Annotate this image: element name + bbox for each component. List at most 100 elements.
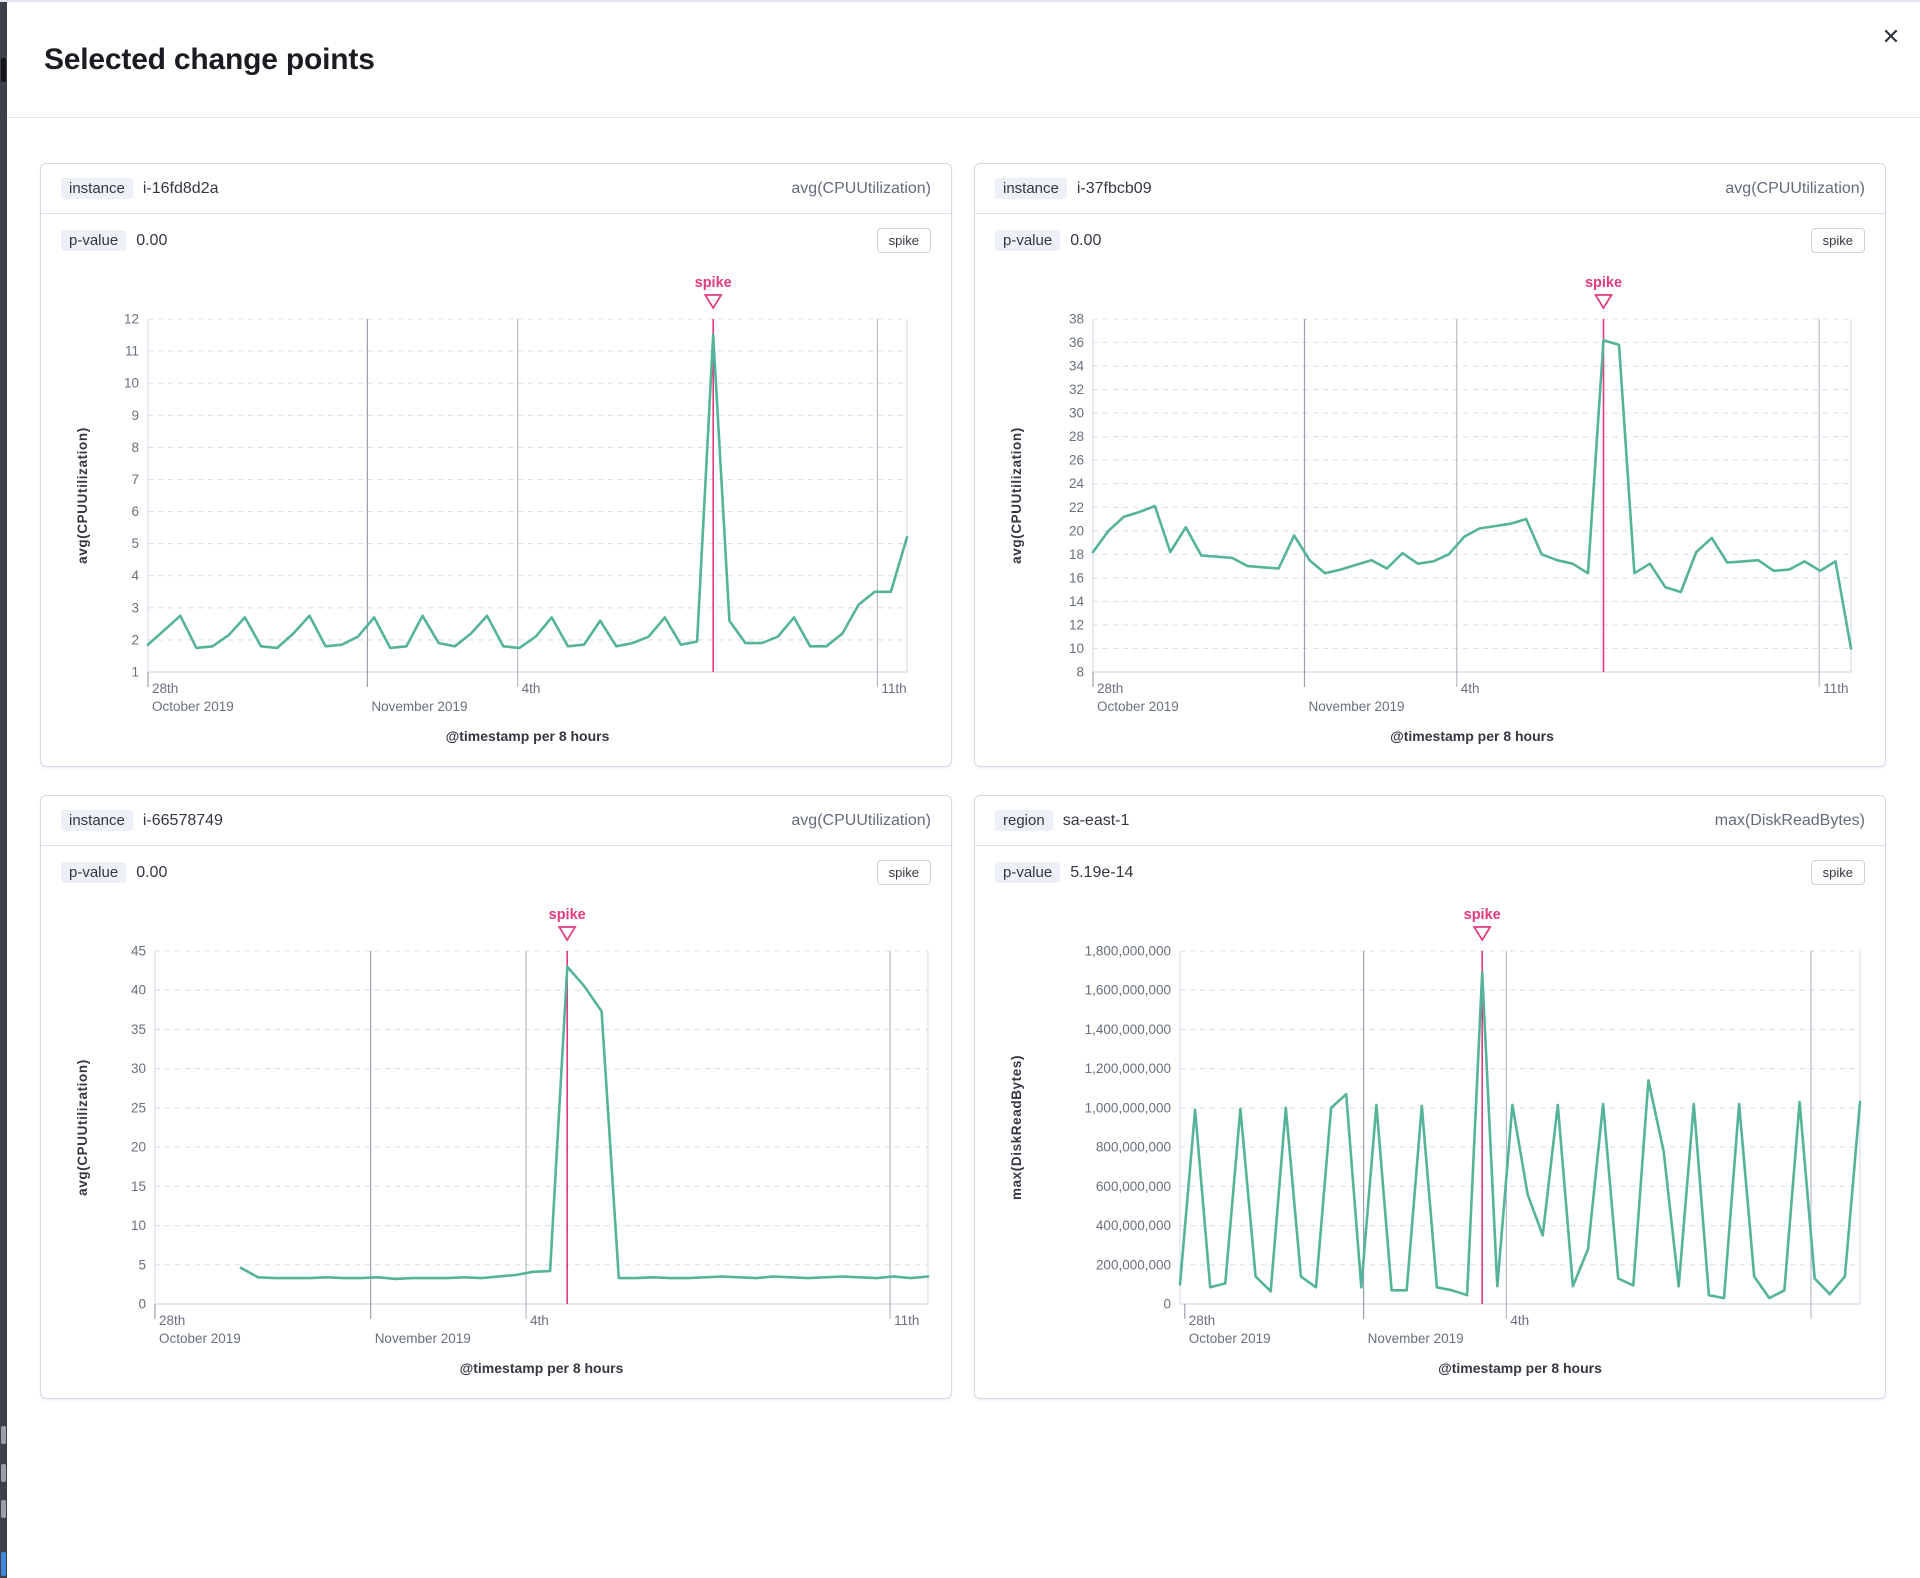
svg-text:10: 10	[124, 376, 139, 391]
svg-text:spike: spike	[1585, 275, 1622, 291]
change-points-grid: instance i-16fd8d2a avg(CPUUtilization) …	[40, 163, 1886, 1399]
p-value-badge: p-value	[61, 230, 127, 251]
p-value: 0.00	[1070, 231, 1102, 249]
field-value: i-66578749	[142, 811, 223, 829]
svg-text:35: 35	[131, 1022, 146, 1037]
change-point-chart: 8 10 12 14 16 18 20 22 24 26 28 30 32 34 36 38 28th Octob…	[975, 261, 1885, 766]
svg-text:20: 20	[131, 1140, 146, 1155]
svg-text:34: 34	[1069, 359, 1085, 374]
svg-text:@timestamp per 8 hours: @timestamp per 8 hours	[446, 728, 610, 744]
line-chart-svg: 0 5 10 15 20 25 30 35 40 45 28th October 2019 Novemb…	[75, 907, 930, 1376]
svg-text:4: 4	[131, 568, 139, 583]
svg-text:28th: 28th	[1189, 1313, 1215, 1328]
svg-text:0: 0	[1163, 1297, 1171, 1312]
change-point-chart: 1 2 3 4 5 6 7 8 9 10 11 12 28th October 2019 November …	[41, 261, 951, 766]
card-header: instance i-66578749 avg(CPUUtilization)	[41, 796, 951, 846]
p-value-badge: p-value	[995, 230, 1061, 251]
change-type-button[interactable]: spike	[1810, 860, 1865, 885]
svg-text:11: 11	[125, 344, 139, 359]
change-point-card: instance i-66578749 avg(CPUUtilization) …	[40, 795, 952, 1399]
svg-text:1,800,000,000: 1,800,000,000	[1085, 944, 1171, 959]
close-button[interactable]: ✕	[1874, 20, 1908, 54]
svg-text:November 2019: November 2019	[1309, 699, 1405, 714]
close-icon: ✕	[1881, 24, 1901, 49]
card-subheader: p-value 0.00 spike	[41, 214, 951, 259]
p-value: 0.00	[136, 863, 168, 881]
svg-text:28th: 28th	[1097, 681, 1123, 696]
svg-text:7: 7	[131, 472, 139, 487]
svg-text:4th: 4th	[1461, 681, 1480, 696]
field-badge: region	[995, 810, 1053, 831]
svg-text:40: 40	[131, 983, 146, 998]
svg-text:October 2019: October 2019	[152, 699, 234, 714]
window-top-border	[0, 0, 1920, 2]
change-type-button[interactable]: spike	[876, 860, 931, 885]
svg-text:3: 3	[131, 600, 139, 615]
svg-text:15: 15	[131, 1179, 146, 1194]
field-badge: instance	[995, 178, 1067, 199]
svg-text:400,000,000: 400,000,000	[1096, 1218, 1171, 1233]
svg-text:200,000,000: 200,000,000	[1096, 1257, 1171, 1272]
underlying-page-glyph	[1, 1500, 6, 1518]
svg-text:28th: 28th	[152, 681, 178, 696]
svg-text:10: 10	[1069, 641, 1084, 656]
svg-text:1: 1	[131, 665, 139, 680]
svg-text:4th: 4th	[530, 1313, 549, 1328]
flyout-header: Selected change points ✕	[0, 2, 1920, 118]
svg-text:22: 22	[1069, 500, 1084, 515]
svg-text:25: 25	[131, 1100, 146, 1115]
metric-label: avg(CPUUtilization)	[791, 179, 931, 197]
svg-text:12: 12	[124, 312, 139, 327]
svg-text:4th: 4th	[1510, 1313, 1529, 1328]
svg-text:spike: spike	[695, 275, 732, 291]
svg-text:28: 28	[1069, 429, 1084, 444]
svg-text:November 2019: November 2019	[375, 1331, 471, 1346]
card-subheader: p-value 0.00 spike	[41, 846, 951, 891]
svg-text:4th: 4th	[522, 681, 541, 696]
svg-text:October 2019: October 2019	[1097, 699, 1179, 714]
underlying-page-glyph	[1, 1426, 6, 1444]
svg-text:1,000,000,000: 1,000,000,000	[1085, 1100, 1171, 1115]
page-title: Selected change points	[44, 42, 375, 76]
change-point-card: region sa-east-1 max(DiskReadBytes) p-va…	[974, 795, 1886, 1399]
svg-text:5: 5	[138, 1257, 146, 1272]
svg-text:spike: spike	[1464, 907, 1501, 923]
field-value: i-16fd8d2a	[142, 179, 219, 197]
svg-text:1,600,000,000: 1,600,000,000	[1085, 983, 1171, 998]
svg-text:@timestamp per 8 hours: @timestamp per 8 hours	[1438, 1360, 1602, 1376]
underlying-page-edge	[0, 2, 7, 1578]
svg-text:@timestamp per 8 hours: @timestamp per 8 hours	[460, 1360, 624, 1376]
card-subheader: p-value 0.00 spike	[975, 214, 1885, 259]
svg-text:avg(CPUUtilization): avg(CPUUtilization)	[1009, 427, 1024, 564]
svg-text:November 2019: November 2019	[1368, 1331, 1464, 1346]
svg-text:5: 5	[131, 536, 139, 551]
svg-text:24: 24	[1069, 476, 1085, 491]
svg-text:avg(CPUUtilization): avg(CPUUtilization)	[75, 427, 90, 564]
svg-text:November 2019: November 2019	[371, 699, 467, 714]
svg-text:October 2019: October 2019	[159, 1331, 241, 1346]
underlying-page-glyph	[1, 1464, 6, 1482]
svg-text:1,200,000,000: 1,200,000,000	[1085, 1061, 1171, 1076]
svg-text:@timestamp per 8 hours: @timestamp per 8 hours	[1390, 728, 1554, 744]
svg-text:45: 45	[131, 944, 146, 959]
svg-text:30: 30	[1069, 406, 1084, 421]
svg-text:12: 12	[1069, 617, 1084, 632]
field-value: i-37fbcb09	[1076, 179, 1152, 197]
svg-text:32: 32	[1069, 382, 1084, 397]
change-point-chart: 0 5 10 15 20 25 30 35 40 45 28th October 2019 Novemb…	[41, 893, 951, 1398]
change-point-chart: 0 200,000,000 400,000,000 600,000,000 800,00…	[975, 893, 1885, 1398]
change-point-card: instance i-16fd8d2a avg(CPUUtilization) …	[40, 163, 952, 767]
svg-text:spike: spike	[549, 907, 586, 923]
svg-text:18: 18	[1069, 547, 1084, 562]
p-value: 0.00	[136, 231, 168, 249]
svg-text:14: 14	[1069, 594, 1085, 609]
field-badge: instance	[61, 178, 133, 199]
card-header: instance i-37fbcb09 avg(CPUUtilization)	[975, 164, 1885, 214]
svg-text:28th: 28th	[159, 1313, 185, 1328]
card-header: region sa-east-1 max(DiskReadBytes)	[975, 796, 1885, 846]
change-point-card: instance i-37fbcb09 avg(CPUUtilization) …	[974, 163, 1886, 767]
svg-text:600,000,000: 600,000,000	[1096, 1179, 1171, 1194]
svg-text:36: 36	[1069, 335, 1084, 350]
change-type-button[interactable]: spike	[876, 228, 931, 253]
change-type-button[interactable]: spike	[1810, 228, 1865, 253]
